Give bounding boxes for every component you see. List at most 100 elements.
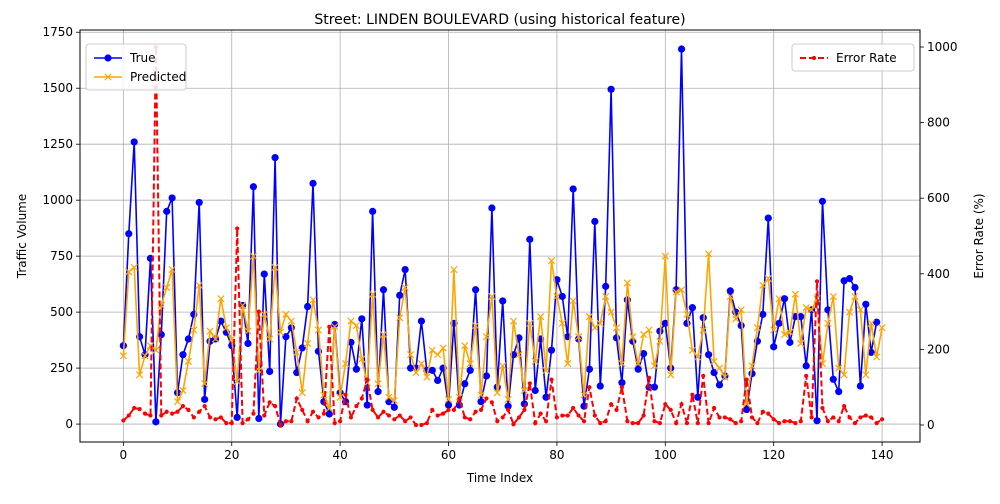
data-point xyxy=(688,346,697,354)
data-point xyxy=(488,204,496,212)
data-point xyxy=(516,415,522,420)
data-point xyxy=(592,413,597,418)
data-point xyxy=(332,421,337,426)
x-tick-label: 120 xyxy=(762,448,785,462)
data-point xyxy=(807,306,816,314)
data-point xyxy=(509,317,518,325)
data-point xyxy=(168,194,176,202)
data-point xyxy=(863,413,868,418)
data-point xyxy=(591,324,599,332)
data-point xyxy=(554,415,560,420)
data-point xyxy=(477,391,485,399)
data-point xyxy=(310,409,316,414)
data-point xyxy=(450,265,458,274)
data-point xyxy=(760,409,765,414)
data-point xyxy=(726,292,734,301)
data-point xyxy=(358,315,366,323)
data-point xyxy=(776,421,782,426)
chart-title: Street: LINDEN BOULEVARD (using historic… xyxy=(314,12,685,28)
data-point xyxy=(489,400,494,405)
data-point xyxy=(602,292,610,301)
y-tick-label: 750 xyxy=(50,249,73,263)
data-point xyxy=(645,326,653,334)
data-point xyxy=(840,277,848,285)
data-point xyxy=(386,413,392,418)
data-point xyxy=(650,383,659,391)
data-point xyxy=(797,339,805,348)
data-point xyxy=(804,373,809,378)
data-point xyxy=(423,373,431,381)
data-point xyxy=(125,230,133,238)
data-point xyxy=(130,138,138,146)
data-point xyxy=(235,226,240,231)
data-point xyxy=(419,422,424,428)
data-point xyxy=(770,343,778,351)
data-point xyxy=(309,296,317,304)
data-point xyxy=(142,411,148,416)
data-point xyxy=(168,265,176,274)
data-point xyxy=(195,281,203,289)
data-point xyxy=(233,377,241,386)
data-point xyxy=(461,380,469,388)
legend-frame xyxy=(791,43,915,72)
data-point xyxy=(375,415,381,420)
data-point xyxy=(468,417,473,422)
data-point xyxy=(694,353,702,361)
data-point xyxy=(298,344,306,352)
data-point xyxy=(755,421,760,426)
data-point xyxy=(797,313,805,321)
data-point xyxy=(640,349,648,358)
data-point xyxy=(733,421,738,426)
data-point xyxy=(390,396,398,405)
data-point xyxy=(873,318,881,326)
data-point xyxy=(798,419,803,424)
data-point xyxy=(717,415,722,420)
data-point xyxy=(282,333,290,341)
data-point xyxy=(874,421,879,426)
data-point xyxy=(173,398,182,406)
data-point xyxy=(417,360,426,368)
data-point xyxy=(836,419,841,424)
data-point xyxy=(705,351,713,359)
data-point xyxy=(289,419,294,424)
data-point xyxy=(321,411,326,416)
data-point xyxy=(271,154,279,162)
data-point xyxy=(636,421,641,426)
data-point xyxy=(639,330,648,339)
data-point xyxy=(867,319,875,327)
data-point xyxy=(305,419,310,424)
data-point xyxy=(596,319,604,327)
data-point xyxy=(835,364,843,372)
data-point xyxy=(560,413,565,418)
data-point xyxy=(495,419,500,424)
data-point xyxy=(396,314,404,322)
data-point xyxy=(770,326,778,334)
data-point xyxy=(428,366,436,374)
data-point xyxy=(401,283,409,292)
data-point xyxy=(782,419,787,424)
data-point xyxy=(869,415,874,420)
axes: 0 20 40 60 80 100 120 140 0 250 500 750 1000 1250 1500… xyxy=(42,25,957,462)
data-point xyxy=(531,357,539,366)
data-point xyxy=(533,421,538,426)
data-point xyxy=(229,421,234,426)
data-point xyxy=(564,360,572,368)
data-point xyxy=(283,419,289,424)
data-point xyxy=(121,418,126,423)
data-point xyxy=(607,308,615,316)
data-point xyxy=(303,339,312,348)
data-point xyxy=(201,395,209,404)
data-point xyxy=(390,403,398,411)
data-point xyxy=(385,398,393,406)
data-point xyxy=(325,410,333,418)
y-axis-label: Traffic Volume xyxy=(15,194,29,280)
data-point xyxy=(482,372,491,380)
data-point xyxy=(504,395,512,404)
data-point xyxy=(585,365,594,373)
data-point xyxy=(135,371,144,379)
data-point xyxy=(482,333,491,341)
data-point xyxy=(207,415,213,420)
data-point xyxy=(683,310,691,318)
data-point xyxy=(547,257,556,265)
data-point xyxy=(879,417,885,422)
